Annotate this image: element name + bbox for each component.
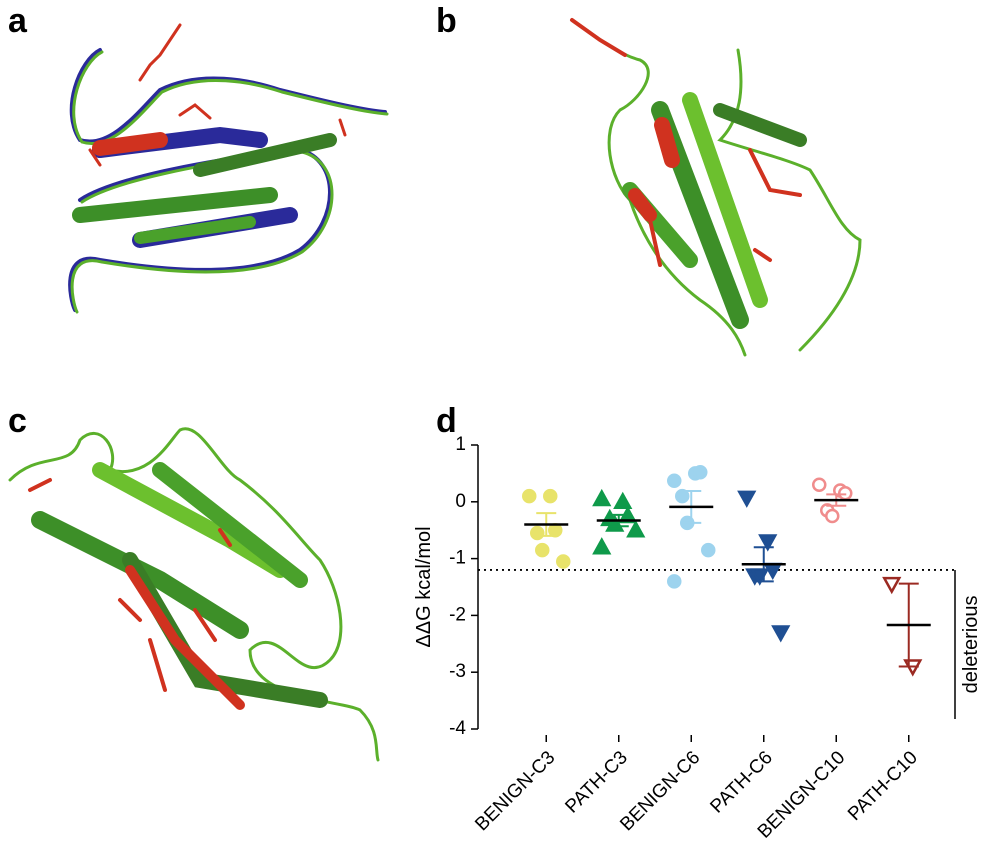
panel-label: b — [436, 2, 457, 40]
y-axis-title: ΔΔG kcal/mol — [413, 526, 435, 647]
data-point — [530, 525, 545, 541]
panel-label: d — [436, 402, 457, 440]
y-tick-label: -3 — [449, 661, 466, 682]
data-point — [548, 522, 563, 538]
x-tick-label: PATH-C3 — [561, 747, 631, 817]
data-point — [693, 465, 708, 480]
data-point — [667, 574, 682, 589]
data-point — [667, 473, 682, 489]
data-point — [626, 520, 646, 538]
data-point — [522, 488, 537, 504]
y-tick-label: 1 — [455, 434, 466, 455]
x-tick-label: BENIGN-C3 — [471, 747, 559, 835]
data-point — [771, 625, 791, 643]
data-point — [592, 488, 612, 507]
data-point — [613, 491, 633, 510]
panel-label: a — [8, 2, 28, 40]
x-tick-label: PATH-C10 — [844, 747, 922, 825]
data-point — [882, 576, 902, 595]
y-tick-label: 0 — [455, 491, 466, 512]
protein-structure-a — [68, 23, 389, 314]
protein-structure-b — [570, 18, 862, 357]
y-tick-label: -1 — [449, 548, 466, 569]
chart: -4 -3 -2 -1 0 1 ΔΔG kcal/mol deleterious BENIGN-… — [413, 434, 982, 843]
panel-label: c — [8, 402, 27, 440]
data-point — [758, 534, 778, 552]
data-point — [543, 488, 558, 504]
data-point — [592, 537, 612, 555]
data-point — [701, 542, 716, 558]
y-tick-label: -2 — [449, 604, 466, 625]
data-point — [535, 542, 550, 558]
x-tick-label: PATH-C6 — [706, 747, 776, 817]
data-point — [838, 486, 853, 501]
threshold-label: deleterious — [960, 596, 982, 694]
data-point — [556, 554, 571, 569]
y-tick-label: -4 — [449, 718, 466, 739]
protein-structure-c — [8, 427, 380, 762]
data-point — [825, 508, 840, 524]
data-point — [737, 490, 757, 508]
data-point — [812, 477, 827, 493]
